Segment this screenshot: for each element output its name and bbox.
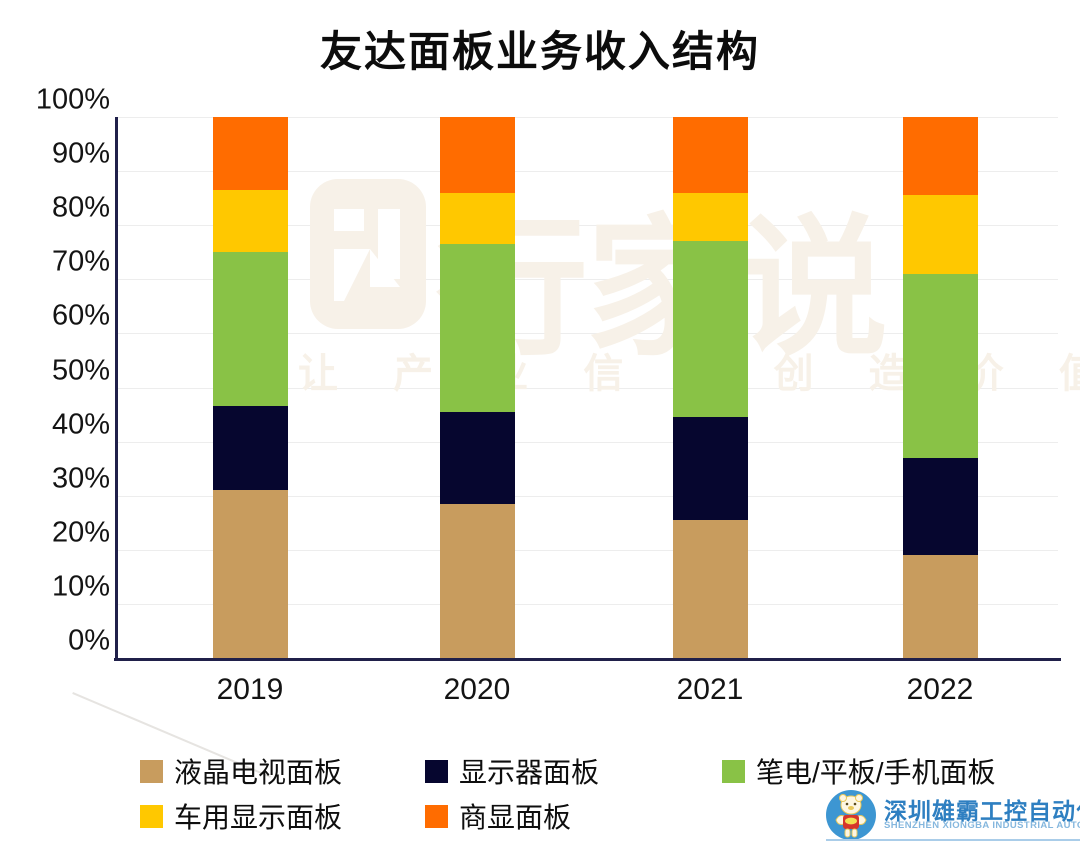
bar-segment bbox=[902, 457, 978, 556]
gridline bbox=[118, 171, 1058, 173]
bar-segment bbox=[902, 555, 978, 658]
bar-segment bbox=[672, 520, 748, 658]
legend-swatch bbox=[425, 804, 448, 828]
bar-segment bbox=[212, 406, 288, 491]
x-tick-label: 2020 bbox=[443, 673, 511, 706]
stacked-bar-2021 bbox=[672, 117, 748, 658]
legend-swatch bbox=[722, 759, 745, 783]
stacked-bar-2019 bbox=[212, 117, 288, 658]
y-tick-label: 100% bbox=[35, 83, 110, 116]
gridline bbox=[118, 441, 1058, 443]
legend-label: 笔电/平板/手机面板 bbox=[756, 757, 996, 788]
y-tick-label: 30% bbox=[51, 462, 110, 495]
x-axis-line bbox=[114, 658, 1061, 661]
y-tick-label: 80% bbox=[51, 191, 110, 224]
x-tick-label: 2022 bbox=[906, 673, 974, 706]
brand-glyph-icon bbox=[334, 209, 400, 301]
gridline bbox=[118, 117, 1058, 118]
legend-item: 车用显示面板 bbox=[140, 796, 342, 836]
legend-item: 笔电/平板/手机面板 bbox=[722, 751, 996, 791]
legend-label: 商显面板 bbox=[459, 802, 572, 833]
chart-title: 友达面板业务收入结构 bbox=[319, 28, 760, 75]
y-tick-label: 50% bbox=[51, 354, 110, 386]
legend-swatch bbox=[140, 759, 163, 783]
y-tick-label: 10% bbox=[51, 570, 110, 603]
legend-item: 液晶电视面板 bbox=[140, 751, 342, 791]
bar-segment bbox=[672, 241, 748, 418]
legend-swatch bbox=[425, 759, 448, 783]
footer-logo: 深圳雄霸工控自动化 SHENZHEN XIONGBA INDUSTRIAL AU… bbox=[826, 790, 1080, 843]
bar-segment bbox=[439, 244, 515, 412]
y-tick-label: 70% bbox=[51, 245, 110, 278]
y-tick-label: 40% bbox=[51, 408, 110, 441]
gridline bbox=[118, 333, 1058, 335]
bar-segment bbox=[672, 192, 748, 242]
bar-segment bbox=[439, 503, 515, 658]
y-tick-label: 0% bbox=[68, 624, 110, 657]
bar-segment bbox=[439, 411, 515, 504]
legend-swatch bbox=[140, 804, 163, 828]
mascot-badge-icon bbox=[826, 790, 876, 840]
bar-segment bbox=[439, 117, 515, 193]
x-tick-label: 2019 bbox=[216, 673, 284, 706]
legend-label: 液晶电视面板 bbox=[174, 757, 343, 788]
legend-label: 车用显示面板 bbox=[174, 802, 343, 833]
legend-label: 显示器面板 bbox=[459, 757, 600, 788]
gridline bbox=[118, 495, 1058, 497]
bar-segment bbox=[439, 192, 515, 245]
bar-segment bbox=[212, 252, 288, 407]
y-tick-label: 20% bbox=[51, 516, 110, 549]
footer-company-name-cn: 深圳雄霸工控自动化 bbox=[884, 798, 1080, 824]
gridline bbox=[118, 279, 1058, 281]
bar-segment bbox=[902, 195, 978, 274]
bar-segment bbox=[672, 417, 748, 521]
y-axis-line bbox=[115, 117, 118, 658]
plot-area: 行家说 让 产 业 信 息 创 造 价 值 0%10%20%30%40%50%6… bbox=[36, 84, 1080, 778]
bar-segment bbox=[902, 117, 978, 196]
gridline bbox=[118, 387, 1058, 389]
bar-segment bbox=[212, 190, 288, 253]
y-tick-label: 90% bbox=[51, 137, 110, 170]
bar-segment bbox=[672, 117, 748, 193]
footer-underline bbox=[826, 839, 1080, 841]
legend-item: 商显面板 bbox=[425, 796, 571, 836]
y-tick-label: 60% bbox=[51, 299, 110, 332]
gridline bbox=[118, 225, 1058, 227]
stacked-bar-2022 bbox=[902, 117, 978, 658]
x-tick-label: 2021 bbox=[676, 673, 744, 706]
gridline bbox=[118, 549, 1058, 551]
bar-segment bbox=[902, 273, 978, 458]
bar-segment bbox=[212, 490, 288, 658]
brand-app-icon bbox=[310, 179, 426, 329]
gridline bbox=[118, 603, 1058, 605]
bar-segment bbox=[212, 117, 288, 191]
legend-item: 显示器面板 bbox=[425, 751, 599, 791]
footer-company-name-en: SHENZHEN XIONGBA INDUSTRIAL AUTOMATION bbox=[884, 820, 1080, 831]
stacked-bar-2020 bbox=[439, 117, 515, 658]
